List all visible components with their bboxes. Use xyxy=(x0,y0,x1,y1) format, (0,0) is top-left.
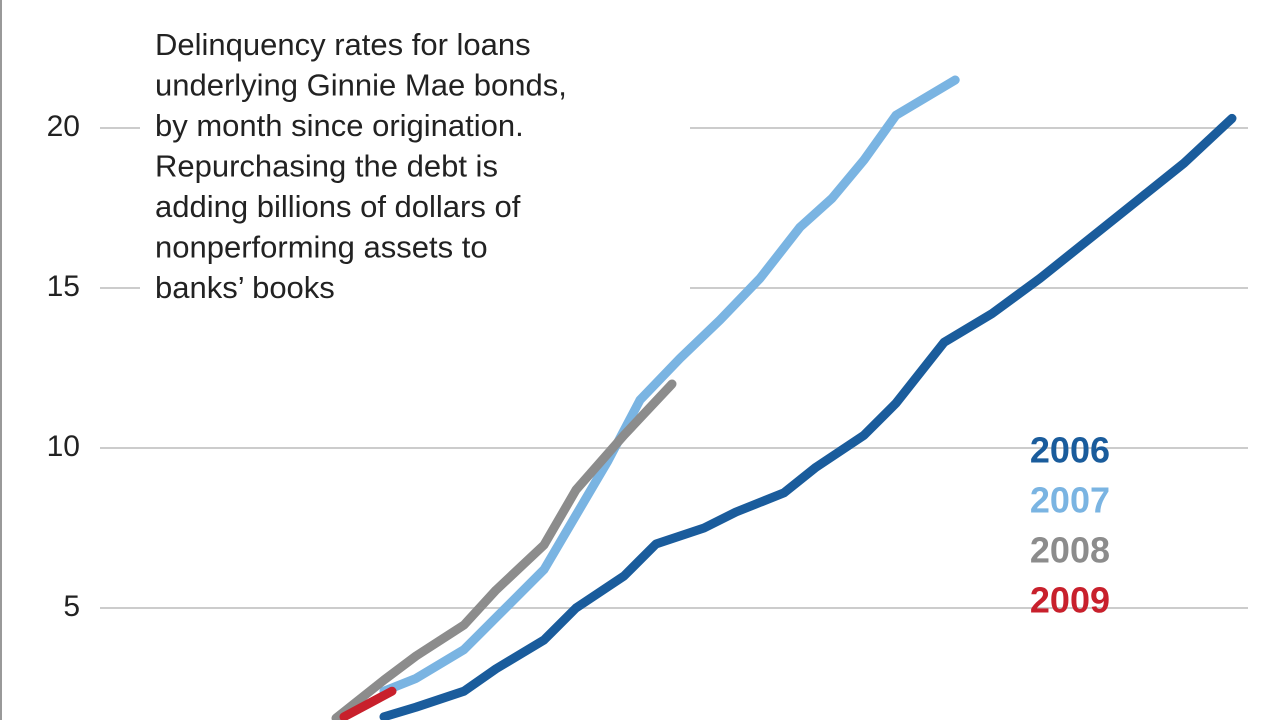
y-tick-label: 5 xyxy=(63,590,80,623)
y-tick-label: 20 xyxy=(47,110,80,143)
annotation: Delinquency rates for loans underlying Gi… xyxy=(155,27,567,305)
series-line xyxy=(379,113,1237,720)
lines xyxy=(331,75,1237,720)
legend-label: 2007 xyxy=(1030,480,1110,521)
annotation-line: underlying Ginnie Mae bonds, xyxy=(155,68,567,103)
annotation-background xyxy=(140,18,690,310)
annotation-line: banks’ books xyxy=(155,270,335,305)
series-line xyxy=(339,686,397,720)
annotation-line: adding billions of dollars of xyxy=(155,189,521,224)
legend-label: 2006 xyxy=(1030,430,1110,471)
legend-label: 2009 xyxy=(1030,580,1110,621)
annotation-line: nonperforming assets to xyxy=(155,230,488,265)
series-line xyxy=(379,75,960,696)
y-tick-label: 15 xyxy=(47,270,80,303)
annotation-line: by month since origination. xyxy=(155,108,524,143)
legend-label: 2008 xyxy=(1030,530,1110,571)
annotation-line: Delinquency rates for loans xyxy=(155,27,531,62)
series-line xyxy=(331,379,677,720)
legend: 2006 2007 2008 2009 xyxy=(1030,430,1110,621)
annotation-line: Repurchasing the debt is xyxy=(155,149,498,184)
y-tick-label: 10 xyxy=(47,430,80,463)
